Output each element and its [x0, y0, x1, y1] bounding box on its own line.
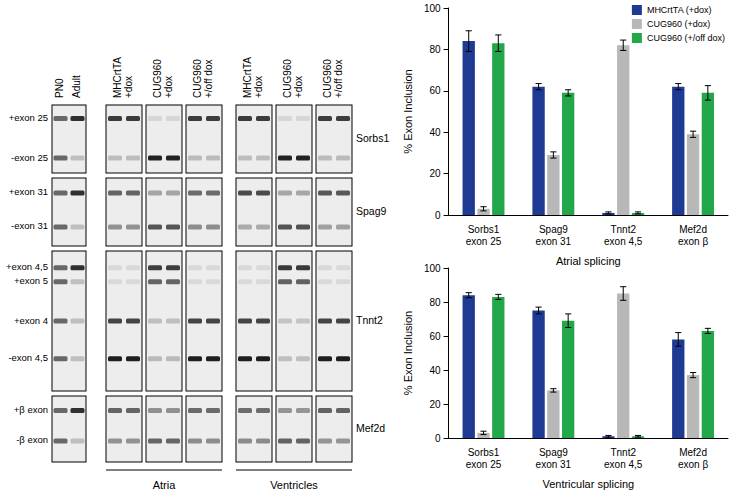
svg-text:MHCrtTA (+dox): MHCrtTA (+dox) — [647, 5, 712, 15]
svg-text:-exon 4,5: -exon 4,5 — [8, 352, 48, 363]
svg-text:+/off dox: +/off dox — [333, 60, 344, 98]
svg-text:Spag9: Spag9 — [539, 224, 568, 235]
svg-text:+exon 31: +exon 31 — [9, 186, 48, 197]
svg-text:20: 20 — [429, 168, 441, 179]
svg-text:Ventricular splicing: Ventricular splicing — [542, 478, 634, 490]
svg-text:Adult: Adult — [71, 75, 82, 98]
svg-text:Mef2d: Mef2d — [356, 422, 385, 434]
svg-text:exon 31: exon 31 — [536, 459, 572, 470]
svg-text:Mef2d: Mef2d — [679, 224, 707, 235]
svg-text:40: 40 — [429, 365, 441, 376]
svg-text:Spag9: Spag9 — [539, 447, 568, 458]
svg-text:PN0: PN0 — [54, 78, 65, 98]
svg-text:+dox: +dox — [253, 76, 264, 98]
svg-text:Atrial splicing: Atrial splicing — [556, 255, 621, 267]
svg-text:CUG960: CUG960 — [152, 59, 163, 98]
svg-text:Tnnt2: Tnnt2 — [610, 447, 636, 458]
svg-text:+exon 4: +exon 4 — [14, 315, 48, 326]
svg-text:CUG960: CUG960 — [282, 59, 293, 98]
svg-text:80: 80 — [429, 297, 441, 308]
svg-text:-exon 31: -exon 31 — [11, 220, 48, 231]
svg-text:exon 4,5: exon 4,5 — [604, 236, 643, 247]
svg-text:Atria: Atria — [153, 479, 177, 491]
svg-text:60: 60 — [429, 331, 441, 342]
svg-text:exon 25: exon 25 — [466, 459, 502, 470]
svg-text:Tnnt2: Tnnt2 — [356, 314, 383, 326]
svg-text:+dox: +dox — [163, 76, 174, 98]
svg-text:Sorbs1: Sorbs1 — [468, 447, 500, 458]
svg-text:+β exon: +β exon — [14, 404, 48, 415]
svg-text:0: 0 — [435, 433, 441, 444]
svg-text:Sorbs1: Sorbs1 — [468, 224, 500, 235]
svg-text:-exon 25: -exon 25 — [11, 152, 48, 163]
svg-text:exon β: exon β — [678, 459, 708, 470]
svg-text:CUG960: CUG960 — [322, 59, 333, 98]
svg-text:Mef2d: Mef2d — [679, 447, 707, 458]
svg-text:+exon 5: +exon 5 — [14, 275, 48, 286]
svg-text:CUG960 (+dox): CUG960 (+dox) — [647, 19, 710, 29]
svg-text:100: 100 — [424, 263, 441, 274]
svg-text:20: 20 — [429, 399, 441, 410]
svg-text:-β exon: -β exon — [16, 434, 48, 445]
svg-text:40: 40 — [429, 127, 441, 138]
svg-text:CUG960: CUG960 — [192, 59, 203, 98]
svg-text:exon 4,5: exon 4,5 — [604, 459, 643, 470]
svg-text:exon β: exon β — [678, 236, 708, 247]
svg-text:Spag9: Spag9 — [356, 205, 387, 217]
svg-text:MHCrtTA: MHCrtTA — [242, 57, 253, 98]
svg-text:% Exon Inclusion: % Exon Inclusion — [402, 69, 414, 153]
svg-text:60: 60 — [429, 85, 441, 96]
svg-text:Sorbs1: Sorbs1 — [356, 132, 389, 144]
svg-text:+exon 25: +exon 25 — [9, 112, 48, 123]
svg-text:+dox: +dox — [123, 76, 134, 98]
svg-text:Tnnt2: Tnnt2 — [610, 224, 636, 235]
svg-text:exon 25: exon 25 — [466, 236, 502, 247]
svg-text:+dox: +dox — [293, 76, 304, 98]
svg-text:% Exon Inclusion: % Exon Inclusion — [402, 311, 414, 395]
svg-text:MHCrtTA: MHCrtTA — [112, 57, 123, 98]
svg-text:80: 80 — [429, 44, 441, 55]
svg-text:Ventricles: Ventricles — [270, 479, 318, 491]
svg-text:100: 100 — [424, 3, 441, 14]
svg-text:+/off dox: +/off dox — [203, 60, 214, 98]
svg-text:exon 31: exon 31 — [536, 236, 572, 247]
svg-text:0: 0 — [435, 210, 441, 221]
svg-text:CUG960 (+/off dox): CUG960 (+/off dox) — [647, 33, 725, 43]
svg-text:+exon 4,5: +exon 4,5 — [6, 261, 48, 272]
